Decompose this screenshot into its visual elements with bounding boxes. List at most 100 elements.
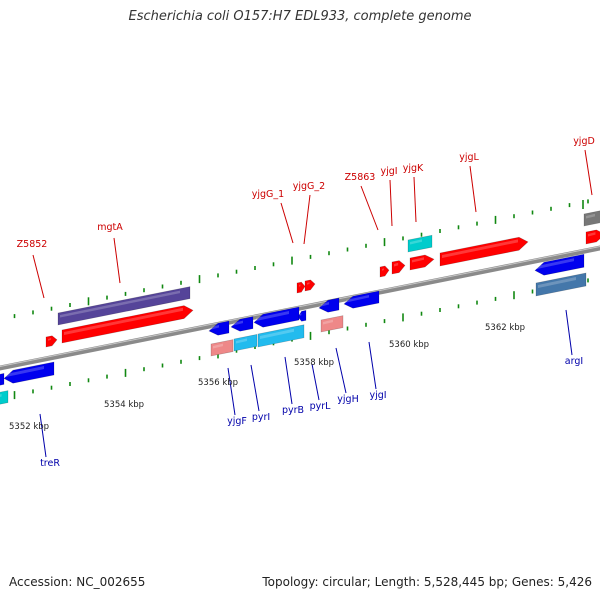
reverse-callout-line xyxy=(227,367,236,416)
yjgi-rev-gene-shine xyxy=(346,295,369,303)
forward-callout-line xyxy=(413,176,417,223)
forward-gene-label: yjgK xyxy=(403,163,424,174)
pyri-cyan-bar xyxy=(233,334,258,352)
gene-labels: 5352 kbp 5354 kbp 5356 kbp 5358 kbp 5360 kbp… xyxy=(9,136,595,469)
yjgf-gene xyxy=(208,320,230,336)
pyrb-cyan-bar-shine xyxy=(260,328,294,339)
pyrb-gene-shine xyxy=(256,311,289,321)
yjgf-pink-bar xyxy=(210,339,234,357)
reverse-gene-label: pyrL xyxy=(310,401,332,412)
yjgf-pink-bar-shine xyxy=(213,343,223,349)
scale-label: 5354 kbp xyxy=(104,400,144,410)
trer-left-gene xyxy=(0,373,5,386)
reverse-gene-label: yjgH xyxy=(337,394,358,405)
yjgh-pink-bar xyxy=(320,315,344,333)
accession-text: Accession: NC_002655 xyxy=(9,575,146,589)
forward-callout-line xyxy=(113,237,121,284)
scale-label: 5362 kbp xyxy=(485,323,525,333)
yjgd-gene xyxy=(585,229,600,245)
yjgk-gene-shine xyxy=(412,257,424,263)
forward-callout-line xyxy=(280,202,294,244)
scale-label: 5360 kbp xyxy=(389,340,429,350)
forward-gene-label: mgtA xyxy=(97,222,123,233)
yjgi-fwd-gene xyxy=(391,260,406,275)
pyrl-gene-shine xyxy=(300,313,302,316)
yjgk-gene xyxy=(409,254,435,271)
forward-gene-label: Z5863 xyxy=(345,172,376,183)
yjgg-2-gene-shine xyxy=(307,282,310,285)
scale-label: 5352 kbp xyxy=(9,422,49,432)
forward-gene-label: yjgG_1 xyxy=(252,189,284,200)
yjgh-gene-shine xyxy=(321,302,329,307)
reverse-callout-line xyxy=(39,413,47,458)
forward-callout-line xyxy=(360,185,379,231)
label-callouts xyxy=(32,149,593,458)
gene-features xyxy=(0,210,600,405)
mgta-gene xyxy=(61,305,194,344)
reverse-callout-line xyxy=(311,363,320,401)
backbone-line xyxy=(0,245,600,371)
reverse-callout-line xyxy=(284,356,293,405)
yjgd-ring-bar xyxy=(583,210,600,227)
tick-marks xyxy=(13,199,589,400)
reverse-gene-label: yjgI xyxy=(369,390,386,401)
z5863-gene-shine xyxy=(382,268,384,271)
forward-callout-line xyxy=(469,165,477,213)
trer-gene-shine xyxy=(6,366,44,377)
pyrb-cyan-bar xyxy=(257,324,305,348)
pyrl-gene xyxy=(297,310,307,322)
reverse-gene-label: yjgF xyxy=(227,416,247,427)
forward-callout-line xyxy=(303,194,311,245)
scale-label: 5358 kbp xyxy=(294,358,334,368)
argi-gene xyxy=(534,253,585,276)
genome-backbone xyxy=(0,245,600,371)
reverse-callout-line xyxy=(368,341,377,390)
yjgh-gene xyxy=(318,297,340,313)
trer-cyan-bar-shine xyxy=(0,393,2,397)
mgta-ring-bar xyxy=(57,286,191,326)
forward-gene-label: yjgL xyxy=(459,152,479,163)
pyri-gene-shine xyxy=(233,320,243,326)
argi-gene-shine xyxy=(537,258,574,269)
yjgk-ring-bar-shine xyxy=(410,239,422,245)
pyrb-gene xyxy=(253,306,300,328)
yjgg-2-gene xyxy=(304,279,316,292)
trer-cyan-bar xyxy=(0,390,9,405)
yjgg-1-gene-shine xyxy=(299,284,301,287)
forward-callout-line xyxy=(584,149,593,196)
z5852-gene-shine xyxy=(48,337,52,341)
pyri-gene xyxy=(230,316,254,332)
yjgd-ring-bar-shine xyxy=(586,213,595,219)
reverse-callout-line xyxy=(565,309,573,356)
forward-callout-line xyxy=(389,179,393,227)
z5863-gene xyxy=(379,265,390,278)
scale-label: 5356 kbp xyxy=(198,378,238,388)
yjgl-gene xyxy=(439,236,529,267)
yjgd-gene-shine xyxy=(588,232,596,237)
reverse-callout-line xyxy=(335,347,347,394)
forward-gene-label: Z5852 xyxy=(17,239,48,250)
mgta-gene-shine xyxy=(64,307,183,335)
forward-callout-line xyxy=(32,254,45,299)
reverse-gene-label: pyrI xyxy=(252,412,270,423)
yjgh-pink-bar-shine xyxy=(323,319,333,325)
reverse-gene-label: pyrB xyxy=(282,405,304,416)
forward-gene-label: yjgG_2 xyxy=(293,181,325,192)
argi-ring-bar-shine xyxy=(538,277,576,288)
backbone-highlight xyxy=(0,245,600,368)
trer-gene xyxy=(3,361,55,384)
z5852-gene xyxy=(45,335,58,348)
yjgf-gene-shine xyxy=(211,325,219,330)
pyri-cyan-bar-shine xyxy=(236,338,247,344)
argi-ring-bar xyxy=(535,272,587,297)
yjgk-ring-bar xyxy=(407,234,433,253)
yjgi-rev-gene xyxy=(343,290,380,309)
reverse-gene-label: argI xyxy=(565,356,583,367)
yjgl-gene-shine xyxy=(442,239,518,258)
reverse-gene-label: treR xyxy=(40,458,60,469)
mgta-ring-bar-shine xyxy=(60,290,180,318)
reverse-callout-line xyxy=(250,364,260,412)
forward-gene-label: yjgD xyxy=(573,136,595,147)
forward-gene-label: yjgI xyxy=(380,166,397,177)
